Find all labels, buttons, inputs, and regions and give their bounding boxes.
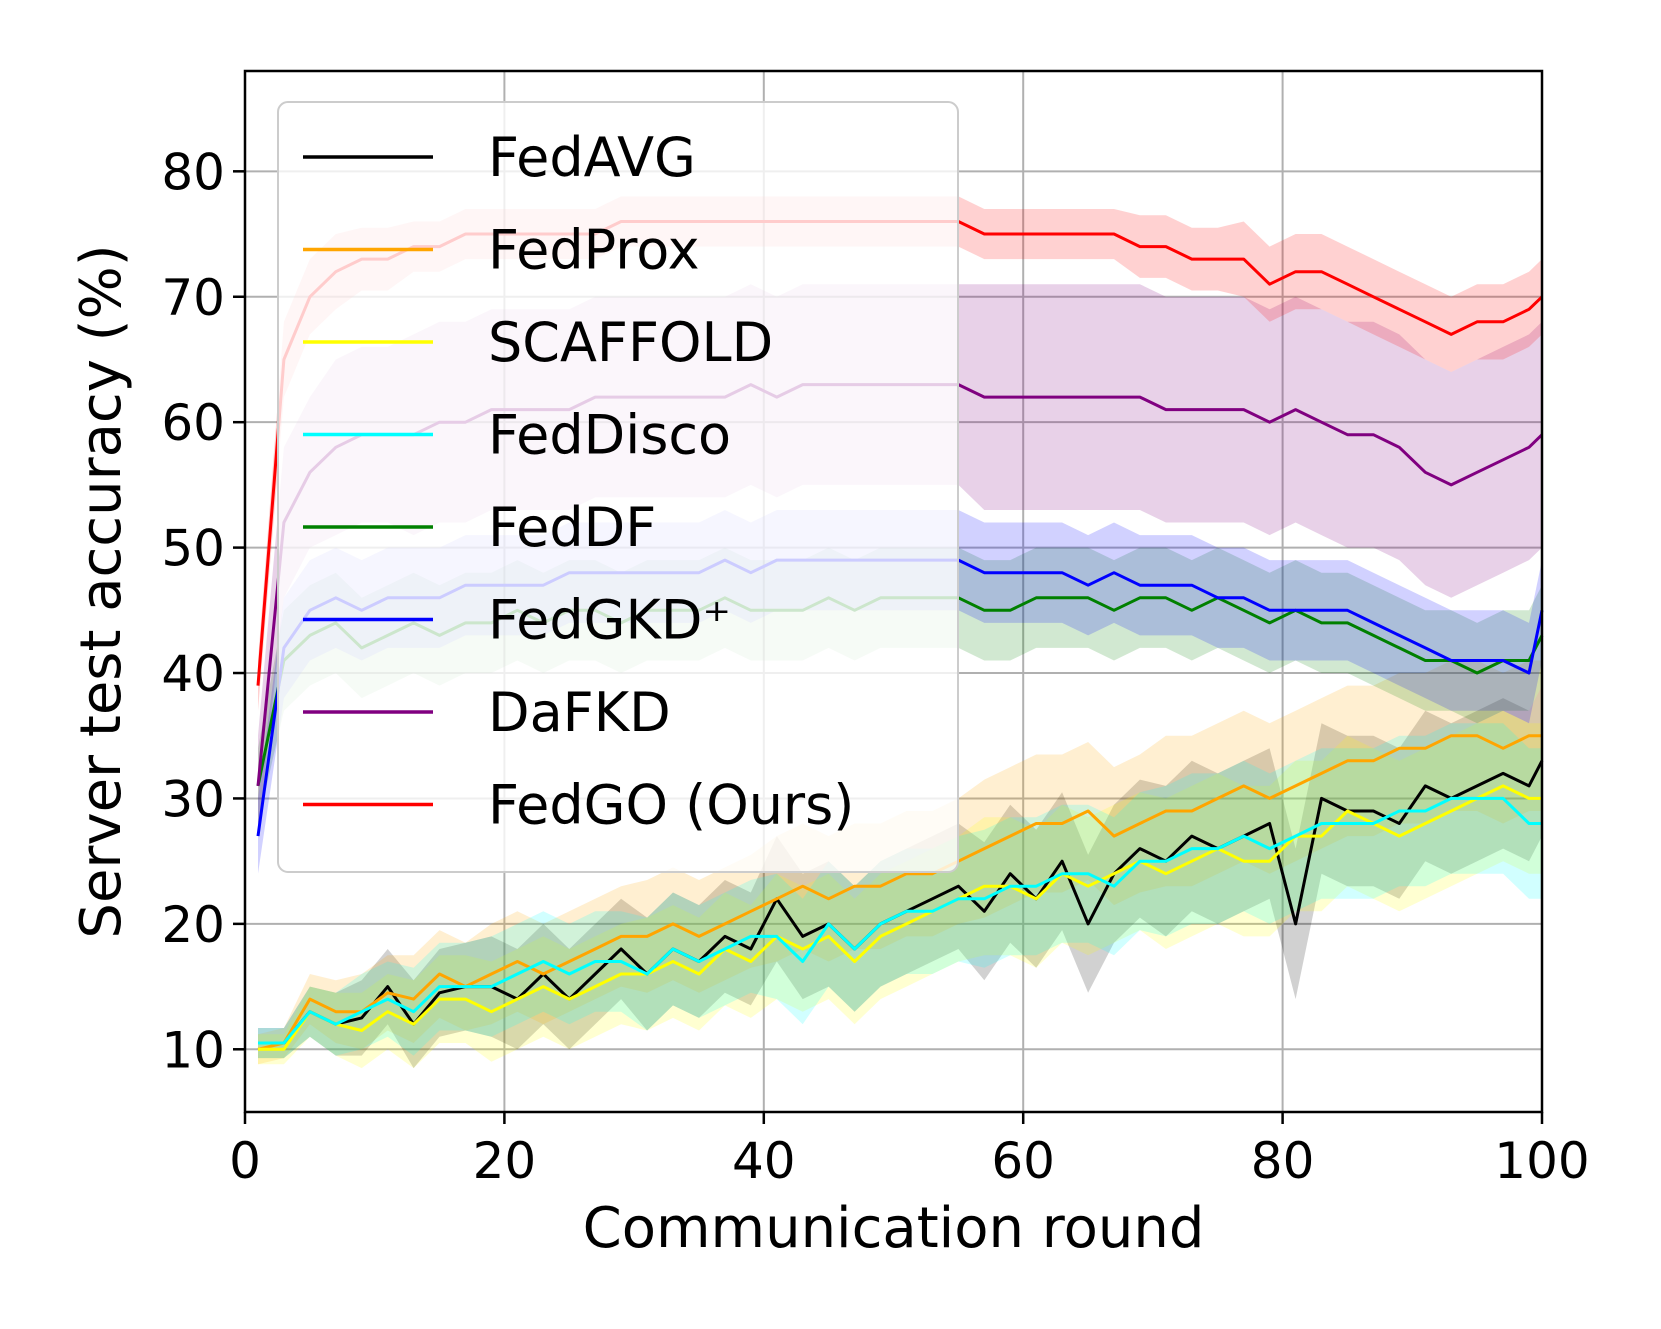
y-axis-ticks: 10 20 30 40 50 60 70 80 <box>161 143 245 1079</box>
x-tick-label: 80 <box>1251 1132 1315 1190</box>
legend-label: FedDisco <box>488 404 731 467</box>
x-axis-title: Communication round <box>583 1196 1205 1261</box>
legend-items: FedAVG FedProx SCAFFOLD FedDisco FedDF FedGKD… <box>303 126 854 837</box>
series-line <box>258 796 1542 1045</box>
legend-label: FedDF <box>488 496 656 559</box>
y-tick-label: 80 <box>161 143 225 201</box>
legend-label: FedProx <box>488 219 700 282</box>
legend-label: FedGO (Ours) <box>488 774 854 837</box>
legend-label: SCAFFOLD <box>488 311 773 374</box>
y-tick-label: 40 <box>161 645 225 703</box>
series-line <box>257 734 1542 1051</box>
x-tick-label: 60 <box>991 1132 1055 1190</box>
confidence-band <box>258 710 1542 1069</box>
legend-label: FedAVG <box>488 126 696 189</box>
x-tick-label: 100 <box>1494 1132 1589 1190</box>
y-tick-label: 20 <box>161 896 225 954</box>
y-tick-label: 50 <box>161 520 225 578</box>
y-tick-label: 10 <box>161 1021 225 1079</box>
x-axis-ticks: 0 20 40 60 80 100 <box>229 1112 1590 1190</box>
y-tick-label: 60 <box>161 394 225 452</box>
y-tick-label: 30 <box>161 770 225 828</box>
y-axis-title: Server test accuracy (%) <box>69 244 134 938</box>
y-tick-label: 70 <box>161 269 225 327</box>
plot-frame <box>243 69 1544 1114</box>
x-tick-label: 40 <box>732 1132 796 1190</box>
legend-label: DaFKD <box>488 681 671 744</box>
series-line <box>258 784 1542 1051</box>
legend <box>277 101 959 873</box>
x-tick-label: 0 <box>229 1132 261 1190</box>
legend-label: FedGKD⁺ <box>488 589 731 652</box>
x-tick-label: 20 <box>473 1132 537 1190</box>
confidence-band <box>258 723 1542 1059</box>
